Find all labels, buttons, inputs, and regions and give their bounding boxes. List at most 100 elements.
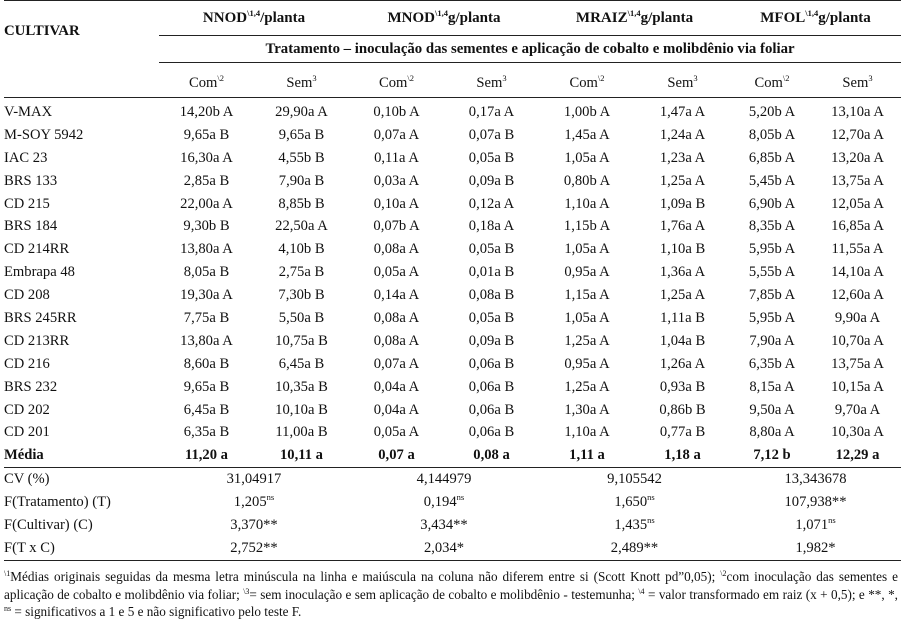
table-cell: 0,07a A	[373, 126, 420, 143]
cultivar-header: CULTIVAR	[4, 0, 159, 63]
footnote-marker: \1	[4, 569, 11, 578]
stat-cell: 1,982*	[730, 537, 902, 561]
table-cell: 1,25a A	[564, 378, 610, 395]
table-row: CD 216 8,60a B 6,45a B 0,07a A 0,06a B 0,95a …	[4, 353, 901, 376]
stat-label: F(T x C)	[4, 537, 159, 561]
stat-value: 9,105542	[607, 471, 662, 488]
cultivar-name: CD 215	[4, 195, 50, 212]
table-cell: 0,77a B	[659, 424, 706, 441]
table-cell: 0,95a A	[564, 264, 610, 281]
stat-cell: 1,650ns	[539, 491, 730, 514]
cultivar-name: CD 214RR	[4, 241, 70, 258]
media-cell: 0,07 a	[349, 444, 444, 469]
variable-unit: g/planta	[818, 9, 871, 26]
media-cell: 1,18 a	[635, 444, 731, 469]
table-cell: 0,06a B	[468, 355, 515, 372]
subcolumn-header: Sem3	[444, 62, 540, 98]
table-cell: 5,55b A	[748, 264, 796, 281]
subcolumn-header: Com\2	[730, 62, 815, 98]
variable-unit: /planta	[260, 9, 306, 26]
table-cell: 0,05a B	[468, 149, 515, 166]
table-cell: 6,85b A	[748, 149, 796, 166]
table-cell: 7,85b A	[748, 287, 796, 304]
footnote-text: Médias originais seguidas da mesma letra…	[10, 569, 721, 584]
table-cell: 16,30a A	[180, 149, 233, 166]
table-cell: 1,15b A	[563, 218, 611, 235]
variable-name: NNOD	[202, 9, 248, 26]
variable-sup: \1,4	[247, 7, 261, 18]
table-cell: 1,04a B	[659, 332, 706, 349]
table-body: V-MAX 14,20b A 29,90a A 0,10b A 0,17a A 1,00b…	[4, 98, 902, 469]
stat-cell: 3,370**	[159, 514, 349, 537]
subcolumn-sup: 3	[502, 72, 507, 83]
variable-header-mfol: MFOL\1,4g/planta	[730, 0, 902, 36]
table-cell: 0,95a A	[564, 355, 610, 372]
table-row: CD 208 19,30a A 7,30b B 0,14a A 0,08a B 1,15a…	[4, 284, 901, 307]
variable-name: MRAIZ	[575, 9, 628, 26]
table-cell: 1,05a A	[564, 149, 610, 166]
table-cell: 0,06a B	[468, 401, 515, 418]
variable-header-mraiz: MRAIZ\1,4g/planta	[539, 0, 731, 36]
table-row: CD 215 22,00a A 8,85b B 0,10a A 0,12a A 1,10a…	[4, 193, 901, 216]
table-cell: 1,09a B	[659, 195, 706, 212]
table-cell: 11,55a A	[831, 241, 884, 258]
table-cell: 7,75a B	[183, 309, 230, 326]
table-row: BRS 232 9,65a B 10,35a B 0,04a A 0,06a B 1,25…	[4, 376, 901, 399]
subcolumn-sup: \2	[597, 72, 605, 83]
table-cell: 0,01a B	[468, 264, 515, 281]
stat-label: F(Cultivar) (C)	[4, 517, 93, 534]
cultivar-name: Embrapa 48	[4, 264, 75, 281]
table-cell: 13,20a A	[831, 149, 884, 166]
stat-value: 3,370**	[230, 517, 278, 534]
footnote-marker: \4	[638, 586, 645, 596]
media-cell: 11,20 a	[159, 444, 254, 469]
table-cell: 0,14a A	[373, 287, 420, 304]
tratamento-header: Tratamento – inoculação das sementes e a…	[159, 35, 902, 63]
table-row: V-MAX 14,20b A 29,90a A 0,10b A 0,17a A 1,00b…	[4, 98, 901, 124]
table-cell: 12,05a A	[831, 195, 884, 212]
table-cell: 8,15a A	[749, 378, 795, 395]
footnote-marker: ns	[4, 604, 12, 614]
subcolumn-label: Com	[569, 74, 598, 91]
media-label: Média	[4, 444, 159, 469]
stat-cell: 0,194ns	[349, 491, 539, 514]
stat-cell: 2,752**	[159, 537, 349, 561]
table-cell: 1,10a B	[659, 241, 706, 258]
media-cell: 1,11 a	[539, 444, 636, 469]
stat-label: CV (%)	[4, 471, 50, 488]
table-cell: 13,80a A	[180, 332, 233, 349]
table-cell: 8,85b B	[278, 195, 325, 212]
table-cell: 13,80a A	[180, 241, 233, 258]
stat-cell: 2,489**	[539, 537, 731, 561]
table-cell: 5,45b A	[748, 172, 796, 189]
cultivar-name: BRS 184	[4, 218, 58, 235]
subcolumn-label: Sem	[476, 74, 503, 91]
table-cell: 1,25a A	[564, 332, 610, 349]
stat-value: 4,144979	[416, 471, 472, 488]
table-cell: 0,11a A	[374, 149, 419, 166]
table-cell: 0,07a B	[468, 126, 515, 143]
table-cell: 1,23a A	[659, 149, 706, 166]
table-cell: 8,60a B	[183, 355, 230, 372]
table-cell: 1,10a A	[564, 424, 610, 441]
table-cell: 1,45a A	[564, 126, 610, 143]
table-cell: 1,15a A	[564, 287, 610, 304]
table-cell: 1,47a A	[659, 103, 706, 120]
table-cell: 5,95b A	[748, 241, 796, 258]
table-cell: 10,10a B	[275, 401, 328, 418]
table-cell: 0,93a B	[659, 378, 706, 395]
table-cell: 13,75a A	[831, 172, 884, 189]
table-cell: 10,75a B	[275, 332, 328, 349]
table-cell: 19,30a A	[180, 287, 233, 304]
stat-cell: 2,034*	[349, 537, 540, 561]
table-cell: 0,09a B	[468, 172, 515, 189]
table-cell: 7,90a B	[278, 172, 325, 189]
results-table-wrapper: CULTIVAR NNOD\1,4/planta MNOD\1,4g/plant…	[4, 0, 902, 561]
stat-row: F(Tratamento) (T) 1,205ns 0,194ns 1,650ns 10…	[4, 491, 901, 514]
subcolumn-label: Com	[378, 74, 408, 91]
table-cell: 5,95b A	[748, 309, 796, 326]
stat-cell: 1,205ns	[159, 491, 349, 514]
stat-row: CV (%) 31,04917 4,144979 9,105542 13,343678	[4, 468, 901, 491]
table-cell: 6,45a B	[183, 401, 230, 418]
variable-header-mnod: MNOD\1,4g/planta	[349, 0, 540, 36]
